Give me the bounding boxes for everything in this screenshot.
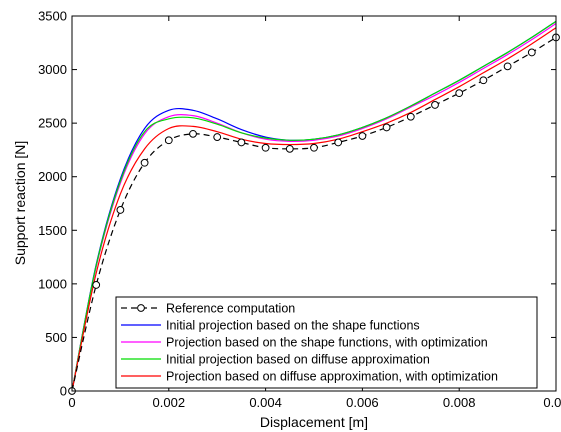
legend-label-0: Reference computation bbox=[166, 302, 295, 316]
series-0-point-4 bbox=[164, 136, 173, 145]
x-tick-label-1: 0.002 bbox=[153, 395, 186, 410]
series-0-point-14 bbox=[406, 112, 415, 121]
x-tick-label-5: 0.01 bbox=[543, 395, 561, 410]
series-0-point-10 bbox=[310, 143, 318, 152]
y-tick-label-1: 500 bbox=[45, 330, 67, 345]
series-0-point-17 bbox=[479, 76, 488, 85]
y-tick-label-5: 2500 bbox=[38, 116, 67, 131]
y-tick-label-2: 1000 bbox=[38, 276, 67, 291]
series-0-point-11 bbox=[334, 138, 343, 147]
y-tick-label-4: 2000 bbox=[38, 169, 67, 184]
legend-label-2: Projection based on the shape functions,… bbox=[166, 336, 488, 350]
legend-marker-0 bbox=[137, 304, 145, 312]
series-0-point-3 bbox=[140, 158, 149, 167]
legend-label-3: Initial projection based on diffuse appr… bbox=[166, 353, 430, 367]
series-line-3 bbox=[71, 20, 557, 392]
x-tick-label-3: 0.006 bbox=[346, 395, 379, 410]
series-0-point-16 bbox=[455, 89, 464, 98]
legend-box bbox=[115, 296, 538, 389]
legend-label-1: Initial projection based on the shape fu… bbox=[166, 319, 420, 333]
y-tick-label-6: 3000 bbox=[38, 62, 67, 77]
y-tick-label-7: 3500 bbox=[38, 9, 67, 24]
series-0-point-19 bbox=[527, 48, 536, 57]
y-axis-label: Support reaction [N] bbox=[12, 141, 28, 266]
series-0-point-9 bbox=[285, 144, 294, 153]
x-axis-label: Displacement [m] bbox=[260, 414, 368, 430]
series-layer bbox=[68, 20, 560, 395]
series-0-point-7 bbox=[237, 138, 246, 147]
series-0-point-8 bbox=[261, 143, 270, 152]
series-0-point-1 bbox=[92, 281, 101, 289]
series-0-point-5 bbox=[189, 129, 197, 138]
legend: Reference computation Initial projection … bbox=[115, 296, 538, 389]
x-tick-label-2: 0.004 bbox=[249, 395, 282, 410]
series-0-point-2 bbox=[116, 206, 125, 214]
series-line-4 bbox=[71, 27, 557, 392]
legend-label-4: Projection based on diffuse approximatio… bbox=[166, 370, 498, 384]
axes-layer: 0 0.002 0.004 0.006 0.008 0.01 0 500 1000 1500 200… bbox=[38, 9, 561, 411]
series-line-2 bbox=[71, 23, 557, 392]
x-tick-label-4: 0.008 bbox=[443, 395, 476, 410]
y-tick-label-3: 1500 bbox=[38, 223, 67, 238]
series-0-point-13 bbox=[382, 123, 391, 132]
y-tick-label-0: 0 bbox=[60, 384, 67, 399]
plot-frame bbox=[71, 15, 557, 392]
series-0-point-6 bbox=[213, 133, 222, 141]
series-0-point-18 bbox=[503, 62, 512, 71]
series-0-point-12 bbox=[358, 132, 367, 140]
x-tick-label-0: 0 bbox=[68, 395, 75, 410]
series-0-point-15 bbox=[431, 101, 439, 109]
